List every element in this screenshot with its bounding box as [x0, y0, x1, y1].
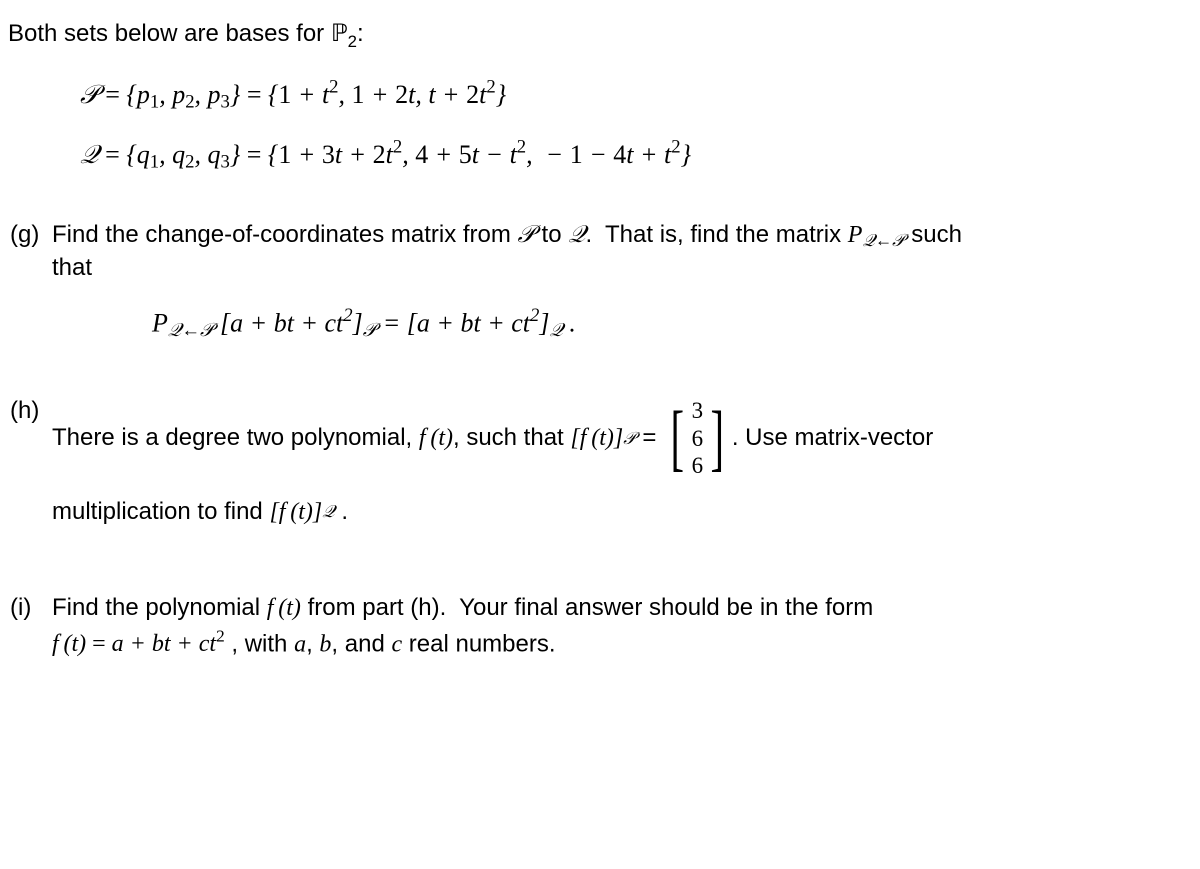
vec-0: 3: [692, 397, 704, 425]
part-g-text2: that: [52, 252, 1182, 284]
column-vector: [ 3 6 6 ]: [665, 395, 730, 482]
part-i-line1: Find the polynomial f (t) from part (h).…: [52, 594, 873, 621]
part-i-line2: f (t) = a + bt + ct2 , with a, b, and c …: [52, 625, 1182, 661]
vec-1: 6: [692, 425, 704, 453]
set-p-definition: 𝒫 = {p1, p2, p3} = {1 + t2, 1 + 2t, t + …: [80, 74, 1192, 114]
part-h-line1: There is a degree two polynomial, f (t) …: [52, 395, 1182, 482]
part-g-equation: P𝒬←𝒫 [a + bt + ct2]𝒫 = [a + bt + ct2]𝒬 .: [152, 303, 1182, 343]
part-h-body: There is a degree two polynomial, f (t) …: [52, 395, 1192, 528]
set-q-definition: 𝒬 = {q1, q2, q3} = {1 + 3t + 2t2, 4 + 5t…: [80, 135, 1192, 175]
set-p-lhs: 𝒫 = {p1, p2, p3} = {1 + t2, 1 + 2t, t + …: [80, 80, 506, 109]
intro-main: Both sets below are bases for ℙ: [8, 20, 348, 47]
part-i-body: Find the polynomial f (t) from part (h).…: [52, 592, 1192, 660]
part-g-label: (g): [8, 219, 52, 251]
part-g-text1: Find the change-of-coordinates matrix fr…: [52, 221, 962, 248]
vec-2: 6: [692, 452, 704, 480]
part-g: (g) Find the change-of-coordinates matri…: [8, 219, 1192, 343]
part-h: (h) There is a degree two polynomial, f …: [8, 395, 1192, 528]
intro-text: Both sets below are bases for ℙ2:: [8, 18, 1192, 50]
part-h-label: (h): [8, 395, 52, 427]
part-h-line2: multiplication to find [f (t)]𝒬 .: [52, 496, 1182, 528]
intro-sub: 2: [348, 32, 357, 51]
set-q-lhs: 𝒬 = {q1, q2, q3} = {1 + 3t + 2t2, 4 + 5t…: [80, 140, 691, 169]
part-i-label: (i): [8, 592, 52, 624]
part-i: (i) Find the polynomial f (t) from part …: [8, 592, 1192, 660]
intro-colon: :: [357, 20, 364, 47]
part-g-body: Find the change-of-coordinates matrix fr…: [52, 219, 1192, 343]
